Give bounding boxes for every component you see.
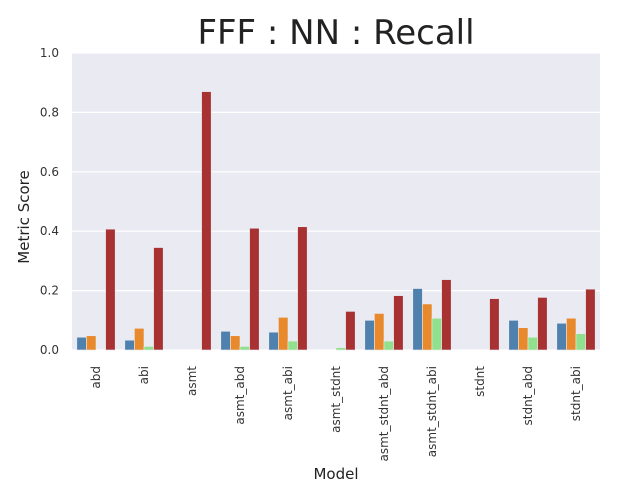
x-tick-label-stdnt_abi: stdnt_abi	[569, 366, 583, 421]
bar-abd-1	[86, 335, 97, 351]
x-tick-label-asmt_stdnt: asmt_stdnt	[329, 366, 343, 433]
y-tick-labels: 0.0 0.2 0.4 0.6 0.8 1.0	[40, 46, 59, 357]
bar-stdnt_abi-2	[575, 333, 586, 351]
bar-asmt_stdnt_abi-2	[431, 317, 442, 351]
bar-abi-3	[153, 247, 164, 351]
bar-asmt_stdnt_abi-3	[441, 279, 452, 351]
bar-asmt_stdnt_abd-2	[383, 340, 394, 351]
x-tick-label-abi: abi	[137, 366, 151, 384]
bar-asmt_stdnt_abi-1	[422, 303, 433, 351]
x-tick-label-asmt_stdnt_abd: asmt_stdnt_abd	[377, 366, 391, 461]
x-tick-label-abd: abd	[89, 366, 103, 389]
bar-asmt_abi-3	[297, 226, 308, 351]
y-tick-label: 0.2	[40, 284, 59, 298]
bar-asmt_stdnt_abd-1	[374, 313, 385, 351]
x-tick-label-asmt_abi: asmt_abi	[281, 366, 295, 420]
bar-asmt_abd-1	[230, 335, 241, 351]
bar-asmt_abd-0	[220, 330, 231, 351]
chart-title: FFF : NN : Recall	[197, 13, 474, 53]
bar-stdnt_abi-3	[585, 288, 596, 351]
x-tick-labels: abd abi asmt asmt_abd asmt_abi asmt_stdnt asmt…	[89, 366, 583, 462]
x-axis-label: Model	[313, 465, 358, 483]
bar-asmt_stdnt_abd-0	[364, 319, 375, 351]
bar-asmt_abi-2	[287, 340, 298, 351]
bar-stdnt_abd-0	[508, 319, 519, 351]
bars	[76, 91, 596, 351]
bar-stdnt_abi-1	[566, 317, 577, 351]
y-tick-label: 1.0	[40, 46, 59, 60]
x-tick-label-stdnt_abd: stdnt_abd	[521, 366, 535, 425]
bar-stdnt_abd-3	[537, 297, 548, 351]
bar-asmt_abi-0	[268, 331, 279, 351]
x-tick-label-asmt_stdnt_abi: asmt_stdnt_abi	[425, 366, 439, 457]
y-tick-label: 0.8	[40, 105, 59, 119]
y-tick-label: 0.0	[40, 343, 59, 357]
x-tick-label-asmt: asmt	[185, 366, 199, 396]
x-tick-label-asmt_abd: asmt_abd	[233, 366, 247, 425]
bar-stdnt-3	[489, 298, 500, 351]
bar-abd-0	[76, 336, 87, 351]
bar-asmt_stdnt-3	[345, 311, 356, 351]
y-axis-label: Metric Score	[15, 170, 33, 263]
bar-asmt_stdnt_abd-3	[393, 295, 404, 351]
plot-area	[72, 53, 600, 350]
bar-stdnt_abi-0	[556, 322, 567, 351]
bar-asmt_abi-1	[278, 317, 289, 351]
bar-asmt_stdnt-2	[335, 347, 346, 351]
bar-abi-0	[124, 339, 135, 351]
bar-abi-2	[143, 346, 154, 351]
bar-asmt_abd-3	[249, 227, 260, 351]
bar-asmt_abd-2	[239, 346, 250, 351]
bar-asmt_stdnt_abi-0	[412, 288, 423, 351]
x-tick-label-stdnt: stdnt	[473, 366, 487, 397]
y-tick-label: 0.4	[40, 224, 59, 238]
bar-asmt-3	[201, 91, 212, 351]
bar-abi-1	[134, 328, 145, 351]
bar-stdnt_abd-1	[518, 327, 529, 351]
bar-stdnt_abd-2	[527, 336, 538, 351]
y-tick-label: 0.6	[40, 165, 59, 179]
bar-abd-3	[105, 228, 116, 351]
